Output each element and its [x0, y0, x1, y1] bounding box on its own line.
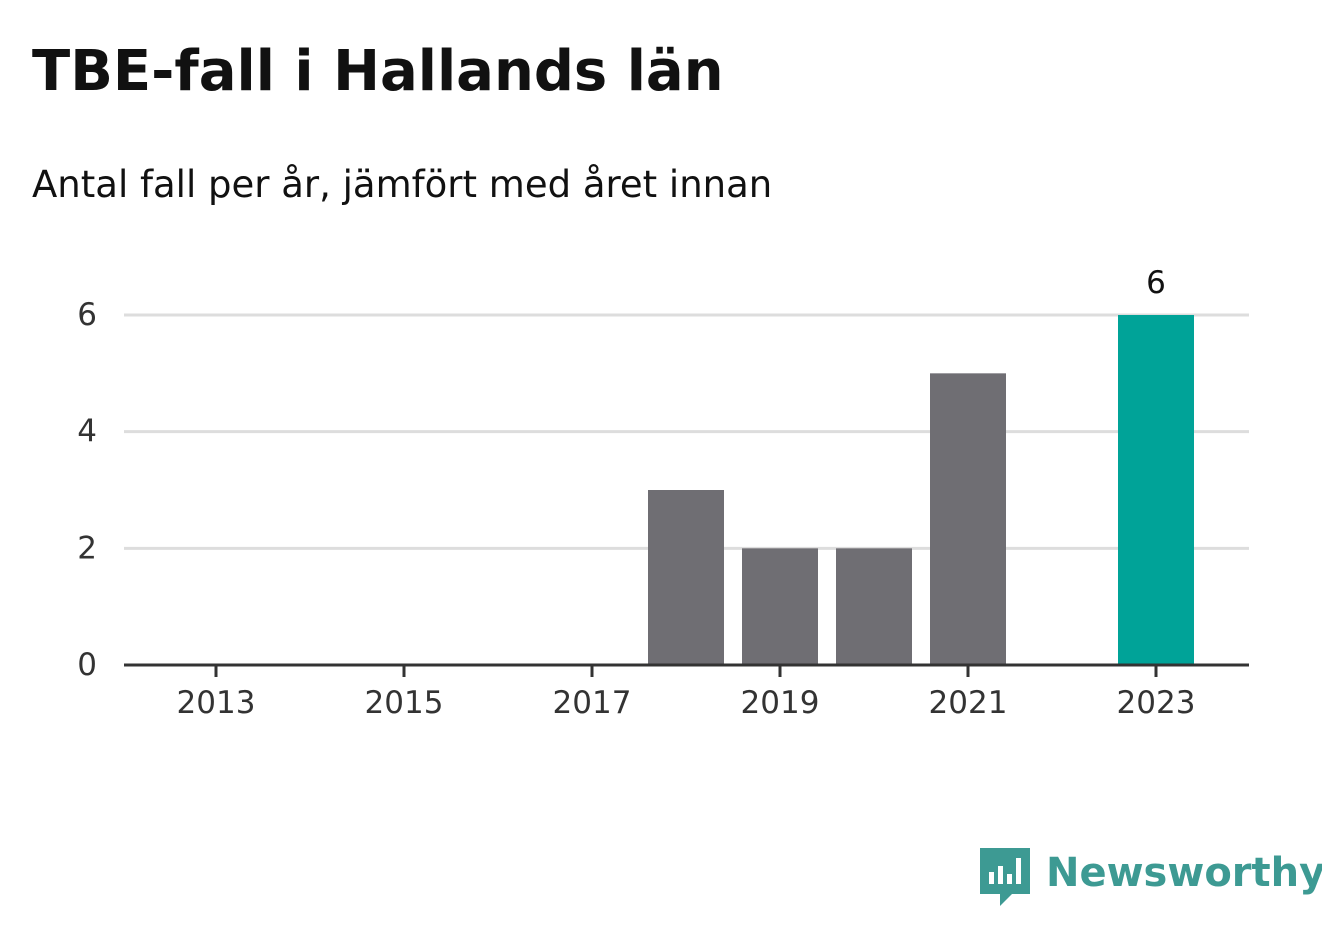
- y-tick-label-6: 6: [77, 297, 97, 333]
- newsworthy-logo-icon: [980, 848, 1030, 906]
- y-tick-label-4: 4: [77, 414, 97, 450]
- bar-chart: 0 2 4 6 2013 2015 2017 2019 2021 2023 6: [77, 265, 1249, 721]
- chart-title: TBE-fall i Hallands län: [32, 39, 724, 104]
- x-tick-label-2015: 2015: [365, 685, 444, 721]
- x-tick-label-2019: 2019: [741, 685, 820, 721]
- x-tick-label-2017: 2017: [553, 685, 632, 721]
- bar-2021: [930, 373, 1006, 665]
- x-tick-label-2023: 2023: [1117, 685, 1196, 721]
- axes: 0 2 4 6 2013 2015 2017 2019 2021 2023: [77, 297, 1249, 721]
- x-tick-label-2021: 2021: [929, 685, 1008, 721]
- chart-subtitle: Antal fall per år, jämfört med året inna…: [32, 163, 773, 206]
- brand-name: Newsworthy: [1046, 850, 1322, 896]
- labels: 6: [1146, 265, 1166, 301]
- bar-2018: [648, 490, 724, 665]
- bar-2019: [742, 548, 818, 665]
- x-tick-label-2013: 2013: [177, 685, 256, 721]
- bar-2023: [1118, 315, 1194, 665]
- bar-2020: [836, 548, 912, 665]
- newsworthy-logo: Newsworthy: [980, 848, 1322, 910]
- y-tick-label-0: 0: [77, 647, 97, 683]
- bars: [648, 315, 1194, 665]
- data-label-2023: 6: [1146, 265, 1166, 301]
- y-tick-label-2: 2: [77, 530, 97, 566]
